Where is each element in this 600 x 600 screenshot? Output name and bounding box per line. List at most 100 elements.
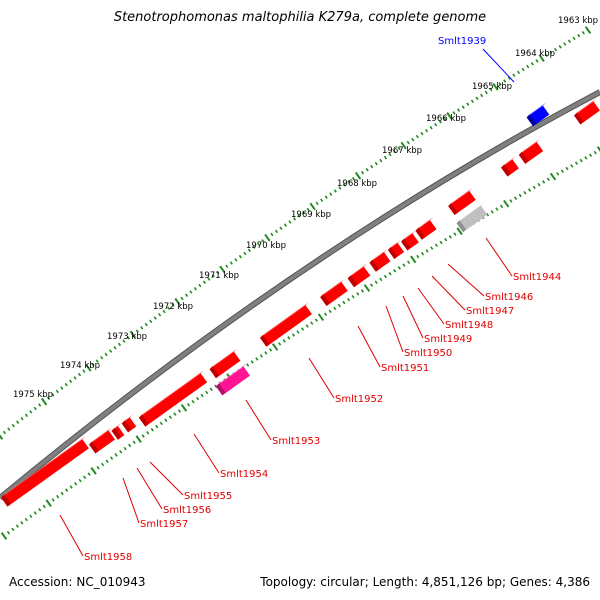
minor-tick (24, 413, 29, 418)
gene-label-smlt1949[interactable]: Smlt1949 (424, 334, 472, 345)
major-tick (446, 112, 453, 120)
minor-tick (123, 446, 127, 451)
gene-label-smlt1958[interactable]: Smlt1958 (84, 552, 132, 563)
gene-label-smlt1952[interactable]: Smlt1952 (335, 394, 383, 405)
minor-tick (434, 243, 438, 248)
minor-tick (351, 294, 355, 299)
gene-side-face (347, 275, 358, 288)
gene-label-smlt1944[interactable]: Smlt1944 (513, 272, 561, 283)
major-tick (174, 297, 181, 306)
gene-block (347, 263, 371, 288)
gene-side-face (320, 294, 330, 307)
gene-top-face (320, 278, 345, 298)
minor-tick (347, 180, 351, 184)
gene-label-smlt1957[interactable]: Smlt1957 (140, 519, 188, 530)
minor-tick (65, 488, 69, 492)
minor-tick (278, 342, 282, 346)
gene-label-smlt1950[interactable]: Smlt1950 (404, 348, 452, 359)
major-tick (538, 54, 545, 62)
leader-line (447, 263, 485, 297)
minor-tick (270, 232, 274, 237)
tick-label: 1973 kbp (107, 332, 147, 342)
minor-tick (78, 478, 82, 483)
minor-tick (485, 212, 490, 217)
gene-side-face (215, 383, 226, 396)
gene-block (448, 187, 476, 216)
gene-side-face (415, 227, 425, 240)
minor-tick (537, 182, 541, 187)
tick-label: 1964 kbp (515, 49, 555, 59)
gene-label-smlt1946[interactable]: Smlt1946 (485, 292, 533, 303)
minor-tick (11, 423, 15, 428)
minor-tick (584, 156, 588, 160)
minor-tick (406, 140, 410, 145)
accession-value: NC_010943 (76, 575, 146, 589)
minor-tick (370, 283, 374, 287)
gene-block (369, 249, 391, 272)
gene-label-smlt1955[interactable]: Smlt1955 (184, 491, 232, 502)
minor-tick (513, 196, 518, 200)
minor-tick (530, 62, 534, 66)
minor-tick (379, 158, 383, 163)
minor-tick (306, 207, 310, 212)
genome-stats: Topology: circular; Length: 4,851,126 bp… (260, 575, 590, 589)
minor-tick (211, 274, 215, 278)
minor-tick (64, 382, 68, 387)
major-tick (0, 532, 8, 540)
minor-tick (457, 108, 461, 112)
minor-tick (113, 345, 117, 350)
minor-tick (593, 150, 597, 155)
minor-tick (297, 213, 301, 218)
gene-side-face (260, 334, 270, 347)
minor-tick (91, 362, 95, 367)
minor-tick (60, 386, 64, 390)
minor-tick (544, 53, 548, 58)
minor-tick (535, 59, 539, 63)
gene-block (415, 217, 437, 240)
gene-label-smlt1951[interactable]: Smlt1951 (381, 363, 429, 374)
minor-tick (196, 396, 200, 401)
gene-label-smlt1953[interactable]: Smlt1953 (272, 436, 320, 447)
minor-tick (255, 357, 259, 361)
tick-label: 1972 kbp (153, 302, 193, 312)
minor-tick (200, 393, 204, 398)
gene-label-smlt1954[interactable]: Smlt1954 (220, 469, 268, 480)
minor-tick (69, 379, 73, 384)
gene-label-smlt1947[interactable]: Smlt1947 (466, 306, 514, 317)
leader-line (417, 287, 445, 325)
minor-tick (144, 322, 148, 327)
inner-tick-track (0, 146, 600, 540)
minor-tick (574, 161, 579, 165)
gene-top-face (369, 249, 388, 263)
minor-tick (567, 39, 572, 43)
gene-label-smlt1939[interactable]: Smlt1939 (438, 36, 486, 47)
minor-tick (56, 494, 60, 499)
gene-front-face (456, 205, 488, 233)
backbone-line (0, 90, 600, 500)
minor-tick (507, 76, 511, 80)
minor-tick (96, 465, 100, 470)
gene-track (1, 98, 600, 507)
minor-tick (193, 286, 198, 291)
minor-tick (370, 164, 374, 169)
gene-top-face (448, 187, 473, 207)
minor-tick (549, 50, 553, 55)
gene-block (518, 139, 544, 164)
gene-label-smlt1956[interactable]: Smlt1956 (163, 505, 211, 516)
minor-tick (33, 511, 37, 515)
minor-tick (329, 192, 333, 196)
gene-label-smlt1948[interactable]: Smlt1948 (445, 320, 493, 331)
minor-tick (475, 96, 479, 101)
minor-tick (60, 491, 64, 496)
major-tick (135, 435, 142, 443)
minor-tick (189, 290, 193, 294)
minor-tick (397, 266, 401, 270)
minor-tick (503, 79, 507, 83)
minor-tick (383, 274, 388, 279)
minor-tick (207, 277, 211, 281)
minor-tick (489, 87, 493, 92)
length-value: 4,851,126 bp; (421, 575, 507, 589)
gene-side-face (1, 494, 11, 507)
minor-tick (180, 296, 184, 301)
minor-tick (33, 406, 37, 411)
